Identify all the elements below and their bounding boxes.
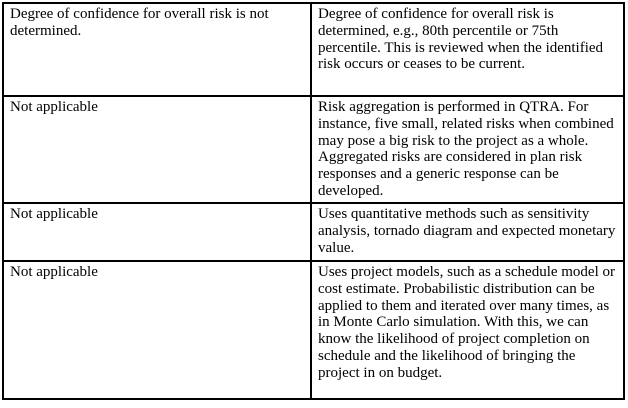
table-cell-left: Degree of confidence for overall risk is… <box>2 2 312 97</box>
table-row: Not applicable Uses quantitative methods… <box>2 202 625 262</box>
table-cell-left: Not applicable <box>2 95 312 204</box>
table-row: Degree of confidence for overall risk is… <box>2 2 625 97</box>
table-row: Not applicable Risk aggregation is perfo… <box>2 95 625 204</box>
table-cell-left: Not applicable <box>2 202 312 262</box>
risk-comparison-table: Degree of confidence for overall risk is… <box>2 2 625 400</box>
table-cell-right: Degree of confidence for overall risk is… <box>310 2 625 97</box>
table-cell-right: Uses project models, such as a schedule … <box>310 260 625 400</box>
table-cell-left: Not applicable <box>2 260 312 400</box>
table-cell-right: Risk aggregation is performed in QTRA. F… <box>310 95 625 204</box>
table-cell-right: Uses quantitative methods such as sensit… <box>310 202 625 262</box>
table-row: Not applicable Uses project models, such… <box>2 260 625 400</box>
